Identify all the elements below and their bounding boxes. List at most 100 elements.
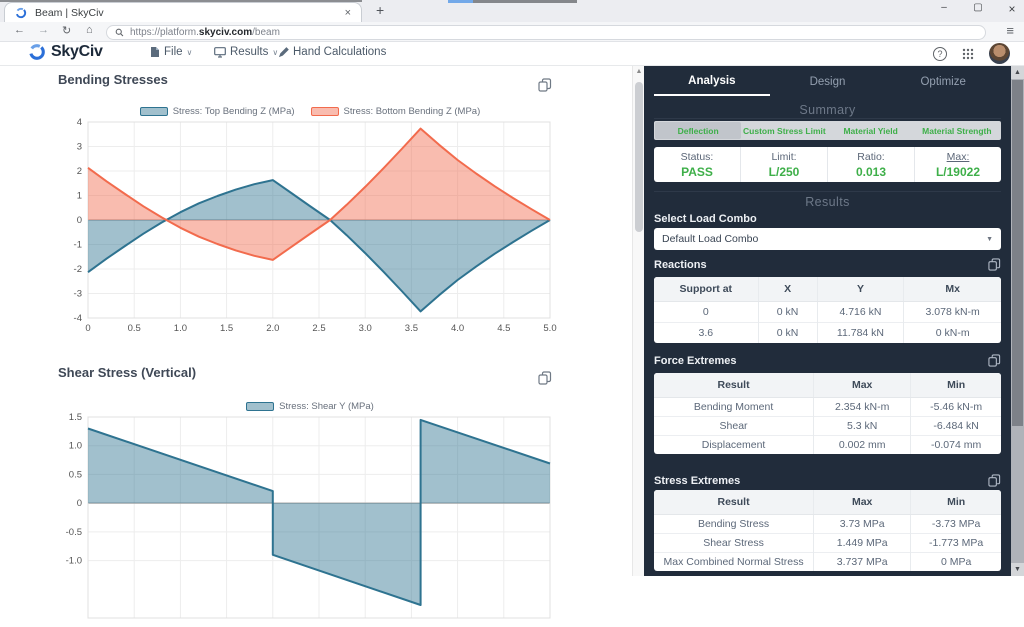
home-icon[interactable]: ⌂ [86, 24, 93, 36]
copy-table-icon[interactable] [988, 258, 1001, 271]
legend-entry[interactable]: Stress: Top Bending Z (MPa) [139, 106, 295, 117]
menu-hand-calculations[interactable]: Hand Calculations [278, 46, 386, 58]
stress-extremes-title: Stress Extremes [654, 474, 741, 487]
bending-stresses-chart: 0 0.5 1.0 1.5 2.0 2.5 3.0 3.5 4.0 4.5 5.0 4 3 2 1 0 -1 -2… [74, 117, 557, 334]
divider [654, 118, 1001, 119]
browser-tab[interactable]: Beam | SkyCiv × [4, 2, 362, 22]
url-domain: skyciv.com [198, 27, 253, 38]
table-row: Bending Stress 3.73 MPa -3.73 MPa [654, 513, 1001, 533]
legend-label: Stress: Bottom Bending Z (MPa) [343, 106, 481, 117]
results-heading: Results [805, 195, 850, 209]
url-prefix: https://platform. [130, 27, 199, 38]
panel-tabs: Analysis Design Optimize [654, 68, 1001, 96]
panel-tab-optimize[interactable]: Optimize [920, 76, 966, 88]
shear-stress-chart: 1.5 1.0 0.5 0 -0.5 -1.0 [66, 412, 551, 619]
svg-text:2: 2 [77, 166, 82, 177]
segment-custom-stress-limit[interactable]: Custom Stress Limit [743, 125, 826, 136]
charts-area: Bending Stresses Stress: Top Bending Z (… [0, 66, 632, 619]
scrollbar-thumb[interactable] [1012, 80, 1023, 426]
skyciv-logo-icon [29, 44, 45, 60]
svg-text:-4: -4 [74, 313, 82, 324]
svg-text:0.5: 0.5 [128, 323, 141, 334]
load-combo-label: Select Load Combo [654, 213, 757, 225]
scroll-up-icon[interactable]: ▲ [635, 68, 643, 75]
window-minimize-button[interactable]: – [941, 2, 947, 13]
force-extremes-table: Result Max Min Bending Moment 2.354 kN-m -5.4… [654, 373, 1001, 454]
chevron-down-icon: ∨ [272, 47, 279, 57]
svg-text:2.0: 2.0 [266, 323, 279, 334]
copy-chart-icon[interactable] [538, 78, 552, 92]
browser-tab-bar: Beam | SkyCiv × + – ▢ × [0, 0, 1024, 22]
segment-material-yield[interactable]: Material Yield [843, 125, 898, 136]
svg-text:-1.0: -1.0 [66, 556, 82, 567]
copy-table-icon[interactable] [988, 474, 1001, 487]
panel-tab-analysis[interactable]: Analysis [654, 68, 770, 96]
table-row: Shear 5.3 kN -6.484 kN [654, 415, 1001, 435]
app-toolbar: SkyCiv File ∨ Results ∨ Hand Calculation… [0, 42, 1024, 66]
legend-swatch [246, 402, 275, 411]
copy-table-icon[interactable] [988, 354, 1001, 367]
brand-name: SkyCiv [51, 43, 103, 60]
skyciv-logo[interactable]: SkyCiv [28, 43, 103, 61]
chevron-down-icon: ▼ [986, 235, 993, 243]
address-bar[interactable]: https://platform. skyciv.com/beam [106, 25, 986, 40]
legend-entry[interactable]: Stress: Shear Y (MPa) [246, 401, 374, 412]
load-combo-value: Default Load Combo [662, 233, 759, 245]
legend-entry[interactable]: Stress: Bottom Bending Z (MPa) [310, 106, 481, 117]
summary-card: Status: PASS Limit: L/250 Ratio: 0.013 Max: L/1… [654, 147, 1001, 182]
window-close-button[interactable]: × [1008, 2, 1016, 16]
legend-shear: Stress: Shear Y (MPa) [60, 401, 560, 412]
segment-deflection[interactable]: Deflection [655, 122, 742, 139]
svg-text:3.5: 3.5 [405, 323, 418, 334]
svg-text:2.5: 2.5 [312, 323, 325, 334]
chart-title-shear: Shear Stress (Vertical) [58, 365, 197, 380]
scroll-up-icon[interactable]: ▲ [1011, 66, 1024, 79]
summary-card-item: Status: PASS [680, 150, 714, 179]
panel-scrollbar[interactable]: ▲ ▼ [1011, 66, 1024, 576]
menu-results[interactable]: Results ∨ [214, 46, 278, 58]
forward-icon[interactable]: → [38, 24, 49, 36]
menu-hand-calculations-label: Hand Calculations [293, 46, 387, 58]
svg-text:-1: -1 [74, 240, 82, 251]
menu-results-label: Results [230, 46, 269, 58]
window-maximize-button[interactable]: ▢ [973, 2, 983, 13]
svg-text:0: 0 [85, 323, 90, 334]
skyciv-favicon [15, 7, 27, 18]
table-row: Displacement 0.002 mm -0.074 mm [654, 434, 1001, 454]
refresh-icon[interactable]: ↻ [62, 25, 72, 37]
svg-text:-2: -2 [74, 264, 82, 275]
browser-menu-icon[interactable]: ≡ [1006, 23, 1014, 38]
user-avatar[interactable] [989, 43, 1010, 64]
svg-text:1.0: 1.0 [69, 441, 82, 452]
legend-label: Stress: Shear Y (MPa) [279, 401, 374, 412]
chart-title-bending: Bending Stresses [58, 72, 168, 87]
svg-text:-3: -3 [74, 289, 82, 300]
svg-text:5.0: 5.0 [543, 323, 556, 334]
pencil-icon [278, 46, 289, 57]
monitor-icon [214, 46, 226, 58]
tab-close-icon[interactable]: × [344, 6, 351, 19]
panel-tab-design[interactable]: Design [809, 76, 846, 88]
help-icon[interactable]: ? [933, 46, 947, 61]
legend-label: Stress: Top Bending Z (MPa) [172, 106, 295, 117]
force-extremes-section-title: Force Extremes [654, 354, 1001, 367]
stress-extremes-section-title: Stress Extremes [654, 474, 1001, 487]
reactions-title: Reactions [654, 258, 707, 271]
table-row: Max Combined Normal Stress 3.737 MPa 0 MPa [654, 551, 1001, 571]
segment-material-strength[interactable]: Material Strength [922, 125, 992, 136]
svg-text:1.0: 1.0 [174, 323, 187, 334]
scroll-down-icon[interactable]: ▼ [1011, 563, 1024, 576]
copy-chart-icon[interactable] [538, 371, 552, 385]
load-combo-select[interactable]: Default Load Combo ▼ [654, 228, 1001, 250]
scrollbar-thumb[interactable] [635, 82, 643, 232]
content-scrollbar[interactable]: ▲ [632, 66, 644, 576]
svg-text:-0.5: -0.5 [66, 527, 82, 538]
new-tab-button[interactable]: + [376, 2, 385, 18]
menu-file[interactable]: File ∨ [150, 46, 192, 58]
background-window-strip-gray [473, 0, 577, 3]
apps-grid-icon[interactable] [962, 48, 974, 60]
svg-text:4.5: 4.5 [497, 323, 510, 334]
back-icon[interactable]: ← [14, 24, 25, 36]
file-icon [151, 47, 159, 57]
